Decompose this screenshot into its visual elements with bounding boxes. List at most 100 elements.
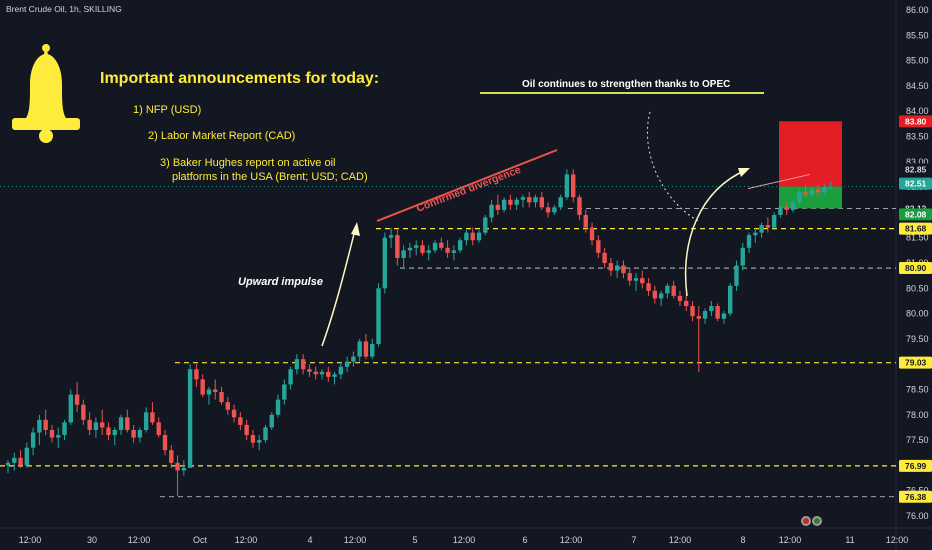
candle	[219, 386, 224, 405]
candle	[677, 290, 683, 307]
price-badge-plain: 82.85	[899, 163, 932, 176]
price-tick-label: 85.50	[906, 30, 929, 40]
price-badge-target: 82.08	[899, 208, 932, 221]
time-tick-label: 12:00	[235, 535, 258, 545]
candle	[275, 394, 281, 418]
candle	[206, 386, 212, 405]
candle	[238, 412, 243, 430]
candle	[696, 306, 701, 372]
candle	[313, 366, 318, 380]
svg-text:83.80: 83.80	[905, 116, 927, 126]
price-tick-label: 77.50	[906, 435, 929, 445]
chart-title: Brent Crude Oil, 1h, SKILLING	[6, 4, 122, 14]
announcement-item: 3) Baker Hughes report on active oil	[160, 157, 335, 169]
candle	[564, 169, 570, 200]
candle	[81, 399, 86, 425]
candle	[633, 273, 639, 291]
price-tick-label: 86.00	[906, 5, 929, 15]
candle	[514, 197, 519, 210]
candle	[175, 455, 180, 496]
svg-text:82.51: 82.51	[905, 179, 927, 189]
time-tick-label: 12:00	[886, 535, 909, 545]
candle	[143, 407, 149, 433]
candle	[797, 189, 802, 205]
candle	[338, 361, 344, 380]
candle	[288, 366, 293, 390]
candle	[263, 424, 268, 443]
candle	[740, 242, 745, 271]
candle	[558, 194, 563, 210]
candlestick-series	[5, 169, 833, 496]
candle	[213, 379, 218, 400]
price-tick-label: 80.00	[906, 309, 929, 319]
announcement-item: 2) Labor Market Report (CAD)	[148, 130, 295, 142]
candle	[68, 389, 73, 425]
divergence-line	[376, 149, 558, 222]
candle	[665, 283, 670, 299]
price-tick-label: 78.50	[906, 385, 929, 395]
price-tick-label: 83.00	[906, 157, 929, 167]
candle	[709, 300, 714, 317]
price-tick-label: 76.00	[906, 511, 929, 521]
candle	[257, 435, 262, 451]
price-badge-level: 76.99	[899, 459, 932, 472]
candle	[87, 412, 92, 436]
time-tick-label: 12:00	[453, 535, 476, 545]
time-tick-label: 12:00	[779, 535, 802, 545]
candle	[527, 192, 532, 208]
candle	[370, 338, 375, 360]
candle	[684, 293, 689, 312]
candle	[30, 427, 36, 456]
candle	[18, 450, 23, 468]
impulse-arrowhead	[351, 222, 360, 236]
candle	[734, 260, 739, 291]
price-badge-level: 81.68	[899, 222, 932, 235]
impulse-label: Upward impulse	[238, 276, 323, 288]
impulse-arrow	[321, 225, 357, 347]
candle	[269, 412, 274, 430]
candle	[344, 356, 350, 372]
candle	[250, 429, 256, 448]
candle	[803, 184, 808, 198]
candle	[658, 290, 664, 307]
candle	[608, 257, 614, 276]
candle	[307, 364, 312, 377]
candle	[457, 237, 463, 253]
stop-loss-zone[interactable]	[779, 121, 842, 187]
price-badge-current: 82.51	[899, 177, 932, 190]
candle	[106, 422, 111, 441]
candle	[652, 285, 658, 304]
recovery-arrow	[684, 169, 747, 297]
candle	[778, 204, 783, 218]
price-tick-label: 84.00	[906, 106, 929, 116]
candle	[200, 374, 205, 398]
candle	[282, 379, 287, 405]
candle	[476, 230, 482, 243]
svg-text:76.38: 76.38	[905, 492, 927, 502]
candle	[809, 187, 815, 198]
time-tick-label: Oct	[193, 535, 208, 545]
candle	[100, 409, 105, 436]
price-axis[interactable]	[896, 0, 932, 550]
candle	[784, 202, 789, 215]
candle	[5, 460, 11, 473]
candle	[426, 245, 431, 261]
svg-text:81.68: 81.68	[905, 224, 927, 234]
announcement-item: platforms in the USA (Brent; USD; CAD)	[172, 171, 368, 183]
candle	[74, 381, 80, 413]
price-tick-label: 84.50	[906, 81, 929, 91]
candle	[326, 366, 331, 382]
candle	[231, 404, 237, 423]
candle	[407, 242, 413, 258]
price-tick-label: 78.00	[906, 410, 929, 420]
price-badge-level: 76.38	[899, 490, 932, 503]
candle	[244, 419, 249, 441]
candle	[646, 278, 651, 296]
candle	[401, 245, 406, 269]
candle	[414, 240, 419, 256]
price-tick-label: 76.50	[906, 486, 929, 496]
position-tool[interactable]	[747, 121, 842, 209]
price-tick-label: 83.50	[906, 132, 929, 142]
